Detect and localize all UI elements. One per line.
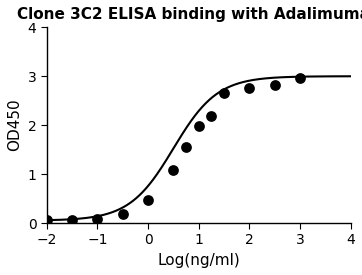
Title: Clone 3C2 ELISA binding with Adalimumab: Clone 3C2 ELISA binding with Adalimumab: [17, 7, 362, 22]
Point: [247, 86, 252, 91]
Point: [120, 212, 126, 216]
X-axis label: Log(ng/ml): Log(ng/ml): [157, 253, 240, 268]
Point: [145, 197, 151, 202]
Y-axis label: OD450: OD450: [7, 99, 22, 152]
Point: [94, 217, 100, 221]
Point: [209, 114, 214, 119]
Point: [221, 91, 227, 95]
Point: [297, 76, 303, 80]
Point: [196, 124, 202, 128]
Point: [69, 218, 75, 222]
Point: [44, 218, 50, 222]
Point: [183, 145, 189, 149]
Point: [171, 168, 176, 172]
Point: [272, 82, 278, 87]
